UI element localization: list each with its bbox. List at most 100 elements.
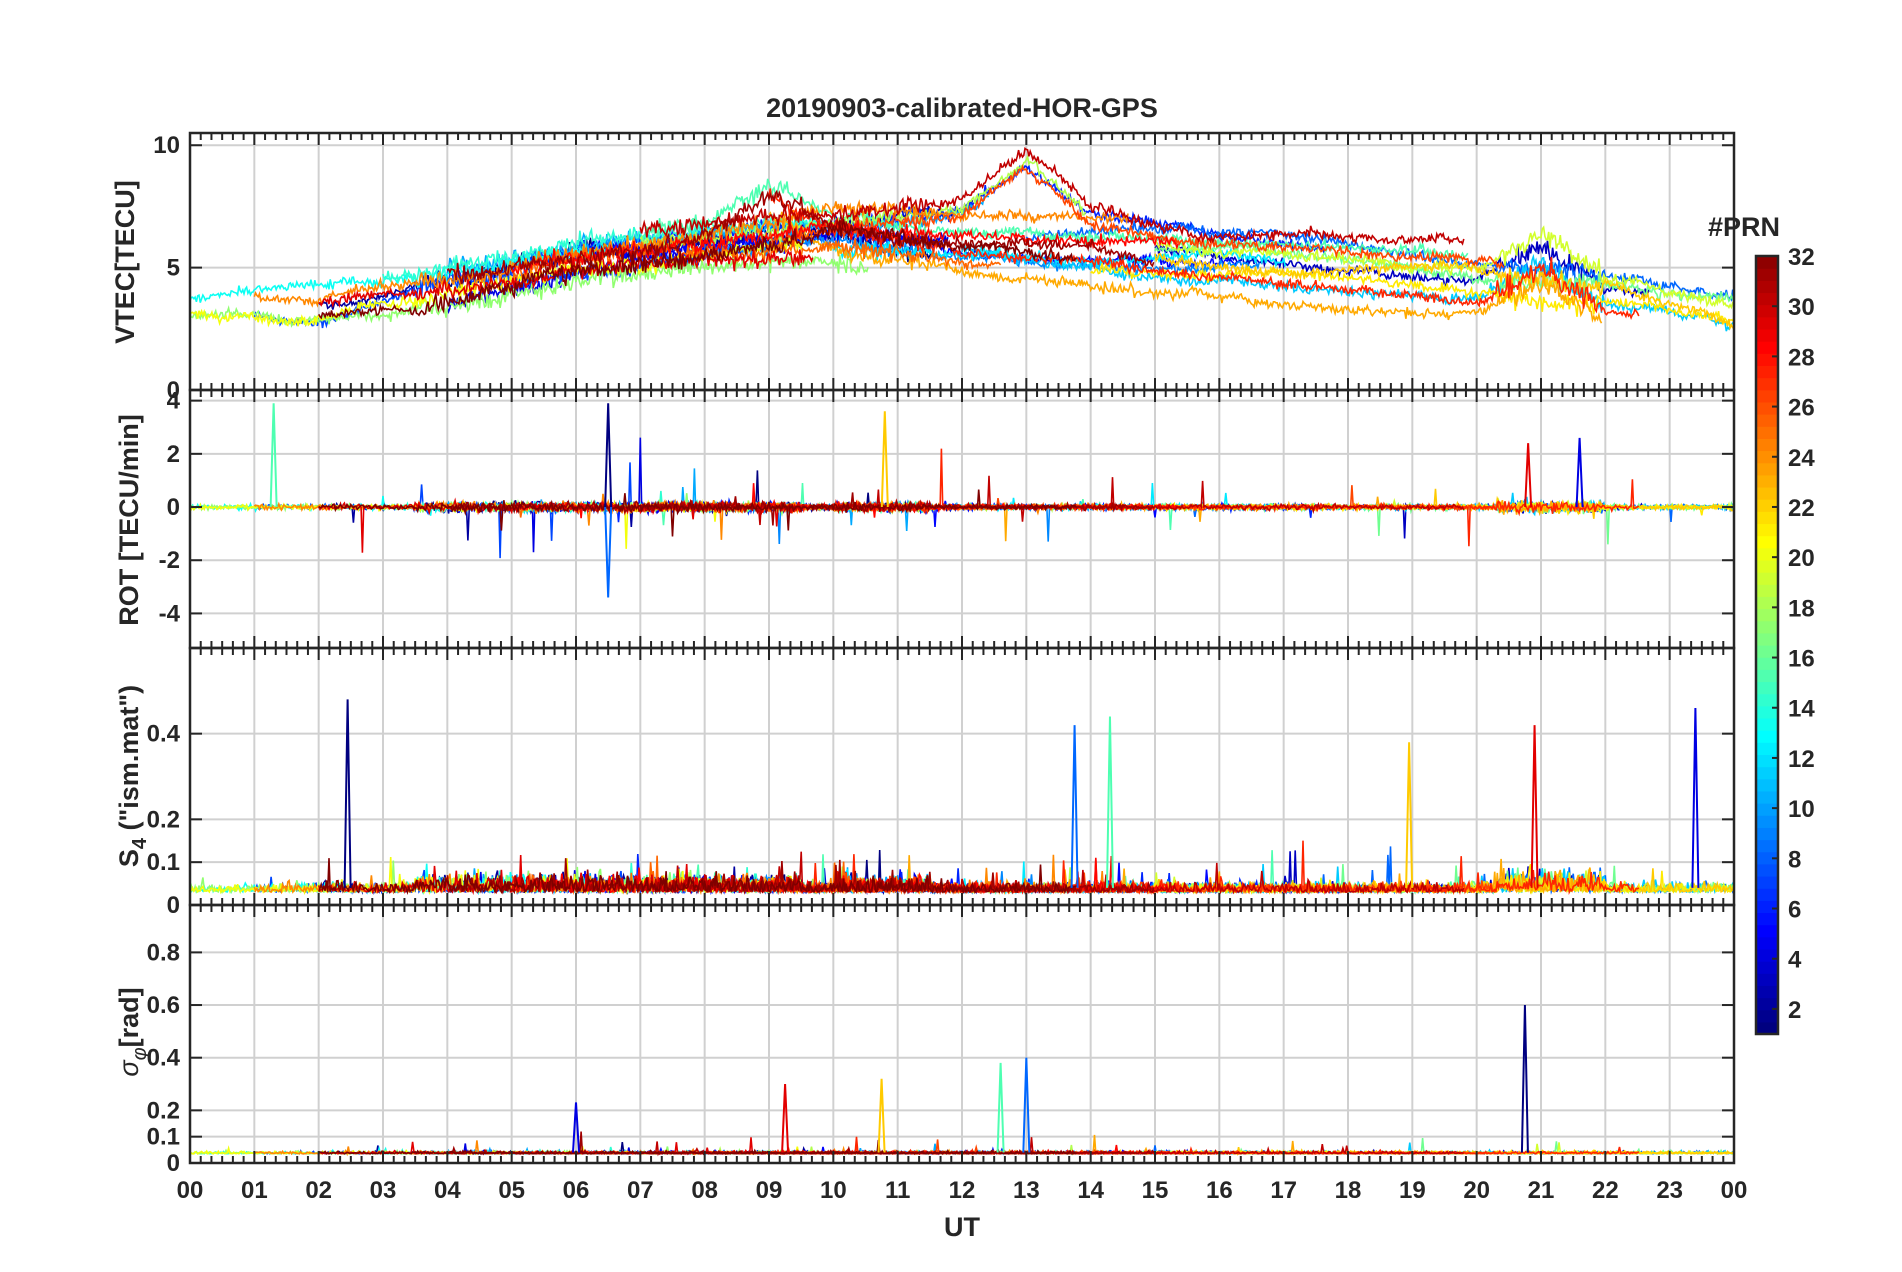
colorbar-tick-label: 6 [1788, 897, 1801, 924]
colorbar-swatch [1756, 657, 1778, 670]
colorbar-swatch [1756, 523, 1778, 537]
s4-ytick-label: 0.1 [147, 849, 180, 876]
colorbar-swatch [1756, 924, 1778, 938]
rot-peak [1575, 437, 1584, 508]
colorbar-swatch [1756, 620, 1778, 634]
colorbar-tick-label: 30 [1788, 294, 1815, 321]
s4-peak [1530, 725, 1539, 888]
colorbar-swatch [1756, 377, 1778, 391]
x-tick-label: 02 [305, 1177, 332, 1204]
s4-peak [1105, 716, 1114, 888]
x-tick-label: 23 [1656, 1177, 1683, 1204]
colorbar-swatch [1756, 790, 1778, 804]
colorbar-swatch [1756, 900, 1778, 914]
x-tick-label: 22 [1592, 1177, 1619, 1204]
colorbar-swatch [1756, 815, 1778, 828]
s4-ytick-label: 0 [167, 892, 180, 919]
x-tick-label: 20 [1463, 1177, 1490, 1204]
x-tick-label: 11 [885, 1177, 910, 1204]
vtec-trace-prn-22 [1154, 252, 1734, 331]
x-tick-label: 18 [1335, 1177, 1362, 1204]
x-tick-label: 04 [434, 1177, 461, 1204]
x-tick-label: 05 [498, 1177, 525, 1204]
x-tick-label: 17 [1270, 1177, 1297, 1204]
colorbar-swatch [1756, 414, 1778, 427]
vtec-ylabel: VTEC[TECU] [110, 180, 140, 344]
sigma-ticks [189, 905, 1735, 1164]
colorbar-swatch [1756, 730, 1778, 743]
rot-peak [1524, 443, 1533, 508]
colorbar-swatch [1756, 365, 1778, 379]
colorbar-swatch [1756, 511, 1778, 525]
sigma-ytick-label: 0 [167, 1150, 180, 1177]
vtec-trace-prn-23 [768, 211, 1603, 324]
colorbar-swatch [1756, 572, 1778, 585]
colorbar-swatch [1756, 547, 1778, 561]
colorbar-swatch [1756, 948, 1778, 962]
rot-ytick-label: 0 [167, 494, 180, 521]
x-tick-label: 07 [627, 1177, 654, 1204]
rot-peak [269, 403, 278, 508]
colorbar-swatch [1756, 596, 1778, 610]
colorbar-swatch [1756, 438, 1778, 452]
colorbar-swatch [1756, 256, 1778, 269]
colorbar-swatch [1756, 316, 1778, 330]
x-tick-label: 21 [1528, 1177, 1555, 1204]
rot-peak [880, 411, 889, 508]
colorbar-swatch [1756, 304, 1778, 318]
colorbar-swatch [1756, 341, 1778, 354]
colorbar-swatch [1756, 985, 1778, 999]
colorbar-swatch [1756, 973, 1778, 986]
colorbar-swatch [1756, 462, 1778, 476]
x-tick-label: 13 [1013, 1177, 1040, 1204]
sigma-peak [1520, 1005, 1529, 1153]
colorbar-swatch [1756, 584, 1778, 597]
s4-peak [1691, 707, 1700, 888]
colorbar-swatch [1756, 754, 1778, 768]
x-tick-label: 00 [1721, 1177, 1748, 1204]
colorbar-swatch [1756, 450, 1778, 464]
vtec-ytick-label: 0 [167, 377, 180, 404]
colorbar-tick-label: 4 [1788, 947, 1802, 974]
rot-peak [604, 506, 613, 598]
colorbar-swatch [1756, 839, 1778, 853]
colorbar-tick-label: 8 [1788, 846, 1801, 873]
vtec-trace-prn-29 [318, 248, 814, 309]
sigma-ytick-label: 0.4 [147, 1045, 181, 1072]
colorbar-tick-label: 2 [1788, 997, 1801, 1024]
vtec-trace-prn-19 [1154, 225, 1734, 310]
colorbar-swatch [1756, 681, 1778, 695]
rot-trace-prn-30 [639, 475, 1465, 526]
sigma-peak [1022, 1057, 1031, 1153]
vtec-trace-prn-30 [639, 146, 1465, 246]
colorbar-swatch [1756, 426, 1778, 439]
colorbar-swatch [1756, 559, 1778, 573]
rot-ytick-label: 4 [167, 388, 181, 415]
colorbar-swatch [1756, 912, 1778, 926]
colorbar-swatch [1756, 961, 1778, 974]
x-tick-label: 01 [241, 1177, 268, 1204]
rot-grid [189, 390, 1735, 648]
colorbar-tick-label: 24 [1788, 445, 1815, 472]
vtec-panel: 0 5 10 [153, 131, 1736, 404]
sigma-peak [572, 1102, 580, 1153]
rot-peak [604, 403, 613, 508]
s4-grid [189, 648, 1735, 906]
colorbar-swatch [1756, 778, 1778, 792]
s4-series [190, 699, 1734, 896]
colorbar-swatch [1756, 717, 1778, 731]
rot-ytick-label: 2 [167, 441, 180, 468]
vtec-trace-prn-14 [382, 213, 829, 286]
colorbar-swatch [1756, 353, 1778, 367]
s4-peak [343, 699, 352, 888]
vtec-trace-prn-31 [447, 189, 1155, 285]
vtec-trace-prn-15 [639, 178, 1469, 264]
vtec-ytick-label: 5 [167, 255, 180, 282]
vtec-trace-prn-24 [253, 199, 1129, 308]
rot-trace-prn-22 [1154, 488, 1734, 519]
sigma-phi-panel: 00.10.2 0.4 0.6 0.8 [147, 903, 1736, 1177]
colorbar-tick-label: 32 [1788, 244, 1815, 271]
colorbar-tick-label: 22 [1788, 495, 1815, 522]
x-tick-label: 14 [1077, 1177, 1104, 1204]
